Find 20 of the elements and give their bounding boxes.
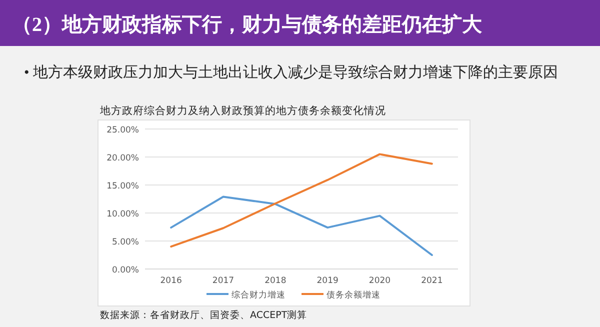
chart-title: 地方政府综合财力及纳入财政预算的地方债务余额变化情况: [99, 104, 386, 117]
legend-label: 债务余额增速: [326, 290, 380, 300]
y-tick-label: 15.00%: [106, 182, 139, 192]
x-tick-label: 2018: [264, 276, 286, 286]
y-tick-label: 10.00%: [106, 210, 139, 220]
y-tick-label: 25.00%: [106, 126, 139, 136]
y-tick-label: 0.00%: [112, 266, 139, 276]
x-tick-label: 2019: [316, 276, 338, 286]
y-tick-label: 5.00%: [112, 238, 139, 248]
x-tick-label: 2020: [368, 276, 391, 286]
line-series: [170, 196, 433, 256]
text: • 地方本级财政压力加大与土地出让收入减少是导致综合财力增速下降的主要原因: [24, 64, 558, 81]
y-tick-label: 20.00%: [106, 154, 139, 164]
text: （2）地方财政指标下行，财力与债务的差距仍在扩大: [12, 13, 483, 36]
source-note: 数据来源：各省财政厅、国资委、ACCEPT测算: [100, 309, 308, 321]
x-tick-label: 2017: [212, 276, 234, 286]
x-tick-label: 2016: [160, 276, 182, 286]
legend-label: 综合财力增速: [232, 290, 286, 300]
line-series: [170, 153, 433, 248]
x-tick-label: 2021: [421, 276, 443, 286]
